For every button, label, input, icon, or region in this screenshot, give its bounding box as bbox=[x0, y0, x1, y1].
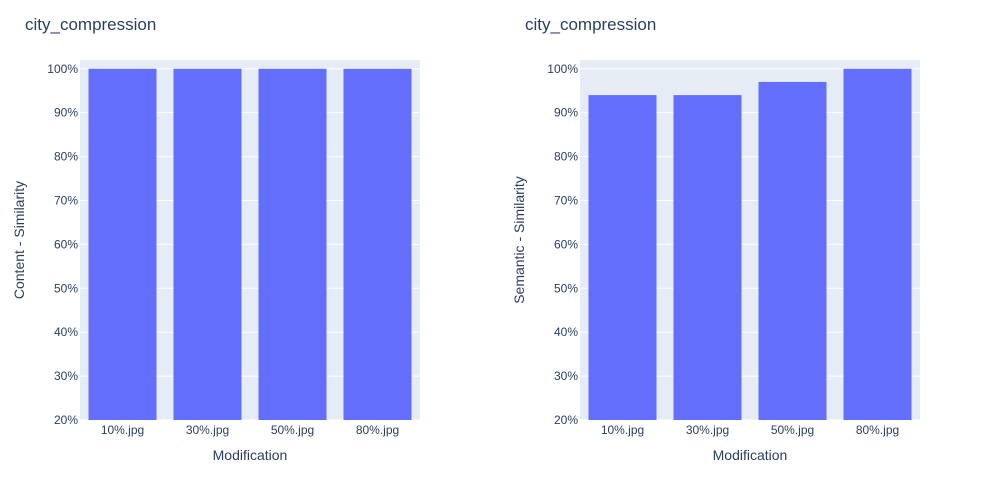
x-tick-labels: 10%.jpg 30%.jpg 50%.jpg 80%.jpg bbox=[601, 423, 899, 437]
y-axis-title: Content - Similarity bbox=[11, 181, 27, 299]
y-tick-label: 30% bbox=[554, 369, 578, 383]
x-tick-label: 10%.jpg bbox=[101, 423, 144, 437]
x-tick-label: 80%.jpg bbox=[356, 423, 399, 437]
bar bbox=[343, 68, 412, 420]
bar bbox=[173, 68, 242, 420]
bars bbox=[88, 68, 412, 420]
y-tick-label: 60% bbox=[554, 237, 578, 251]
y-tick-labels: 20% 30% 40% 50% 60% 70% 80% 90% 100% bbox=[547, 62, 578, 427]
bars bbox=[588, 68, 912, 420]
x-tick-label: 80%.jpg bbox=[856, 423, 899, 437]
x-tick-labels: 10%.jpg 30%.jpg 50%.jpg 80%.jpg bbox=[101, 423, 399, 437]
y-tick-label: 70% bbox=[54, 193, 78, 207]
y-tick-label: 30% bbox=[54, 369, 78, 383]
semantic-similarity-chart: city_compression 20% 30% 40% 50% 60% 70% 80% 90… bbox=[511, 15, 920, 463]
y-tick-labels: 20% 30% 40% 50% 60% 70% 80% 90% 100% bbox=[47, 62, 78, 427]
x-tick-label: 30%.jpg bbox=[686, 423, 729, 437]
x-tick-label: 30%.jpg bbox=[186, 423, 229, 437]
y-tick-label: 50% bbox=[554, 281, 578, 295]
y-axis-title: Semantic - Similarity bbox=[511, 176, 527, 304]
y-tick-label: 80% bbox=[554, 150, 578, 164]
y-tick-label: 40% bbox=[54, 325, 78, 339]
bar bbox=[843, 68, 912, 420]
bar bbox=[758, 81, 827, 420]
chart-title: city_compression bbox=[25, 15, 156, 34]
bar bbox=[673, 95, 742, 420]
x-tick-label: 50%.jpg bbox=[771, 423, 814, 437]
y-tick-label: 70% bbox=[554, 193, 578, 207]
y-tick-label: 90% bbox=[54, 106, 78, 120]
bar bbox=[88, 68, 157, 420]
bar bbox=[588, 95, 657, 420]
bar bbox=[258, 68, 327, 420]
y-tick-label: 90% bbox=[554, 106, 578, 120]
y-tick-label: 100% bbox=[547, 62, 578, 76]
y-tick-label: 20% bbox=[554, 413, 578, 427]
chart-panel-semantic: city_compression 20% 30% 40% 50% 60% 70% 80% 90… bbox=[500, 0, 1000, 500]
y-tick-label: 60% bbox=[54, 237, 78, 251]
y-tick-label: 20% bbox=[54, 413, 78, 427]
content-similarity-chart: city_compression 20% 30% 40% 50% 60% 70% 80% 90… bbox=[11, 15, 420, 463]
x-tick-label: 10%.jpg bbox=[601, 423, 644, 437]
chart-title: city_compression bbox=[525, 15, 656, 34]
y-tick-label: 100% bbox=[47, 62, 78, 76]
x-tick-label: 50%.jpg bbox=[271, 423, 314, 437]
chart-panel-content: city_compression 20% 30% 40% 50% 60% 70% 80% 90… bbox=[11, 15, 420, 463]
x-axis-title: Modification bbox=[213, 447, 288, 463]
y-tick-label: 80% bbox=[54, 150, 78, 164]
y-tick-label: 40% bbox=[554, 325, 578, 339]
y-tick-label: 50% bbox=[54, 281, 78, 295]
x-axis-title: Modification bbox=[713, 447, 788, 463]
